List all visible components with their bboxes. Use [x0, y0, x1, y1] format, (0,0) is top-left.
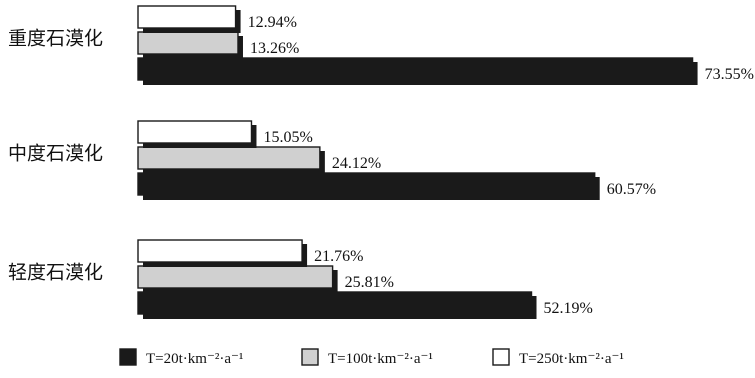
bar: [137, 31, 239, 55]
legend-swatch: [301, 348, 319, 366]
bar: [137, 120, 253, 144]
data-label: 25.81%: [345, 274, 394, 291]
legend-label: T=100t·km⁻²·a⁻¹: [328, 351, 433, 367]
bar: [137, 5, 237, 29]
data-label: 12.94%: [248, 14, 297, 31]
bar: [137, 265, 334, 289]
bar: [137, 57, 694, 81]
data-label: 13.26%: [250, 40, 299, 57]
bar: [137, 239, 303, 263]
data-label: 60.57%: [607, 181, 656, 198]
legend-label: T=20t·km⁻²·a⁻¹: [146, 351, 243, 367]
legend: T=20t·km⁻²·a⁻¹ T=100t·km⁻²·a⁻¹ T=250t·km⁻²…: [119, 348, 624, 367]
legend-label: T=250t·km⁻²·a⁻¹: [519, 351, 624, 367]
category-label: 重度石漠化: [8, 28, 103, 50]
bar: [137, 291, 533, 315]
legend-swatch: [492, 348, 510, 366]
legend-swatch: [119, 348, 137, 366]
data-label: 15.05%: [263, 129, 312, 146]
category-label: 轻度石漠化: [8, 262, 103, 284]
category-label: 中度石漠化: [8, 143, 103, 165]
bar: [137, 172, 596, 196]
data-label: 24.12%: [332, 155, 381, 172]
data-label: 73.55%: [705, 66, 754, 83]
data-label: 21.76%: [314, 248, 363, 265]
bar: [137, 146, 321, 170]
bars-group: 73.55% 13.26% 12.94% 60.57% 24.12% 15.05% 52.1…: [137, 5, 754, 319]
data-label: 52.19%: [544, 300, 593, 317]
